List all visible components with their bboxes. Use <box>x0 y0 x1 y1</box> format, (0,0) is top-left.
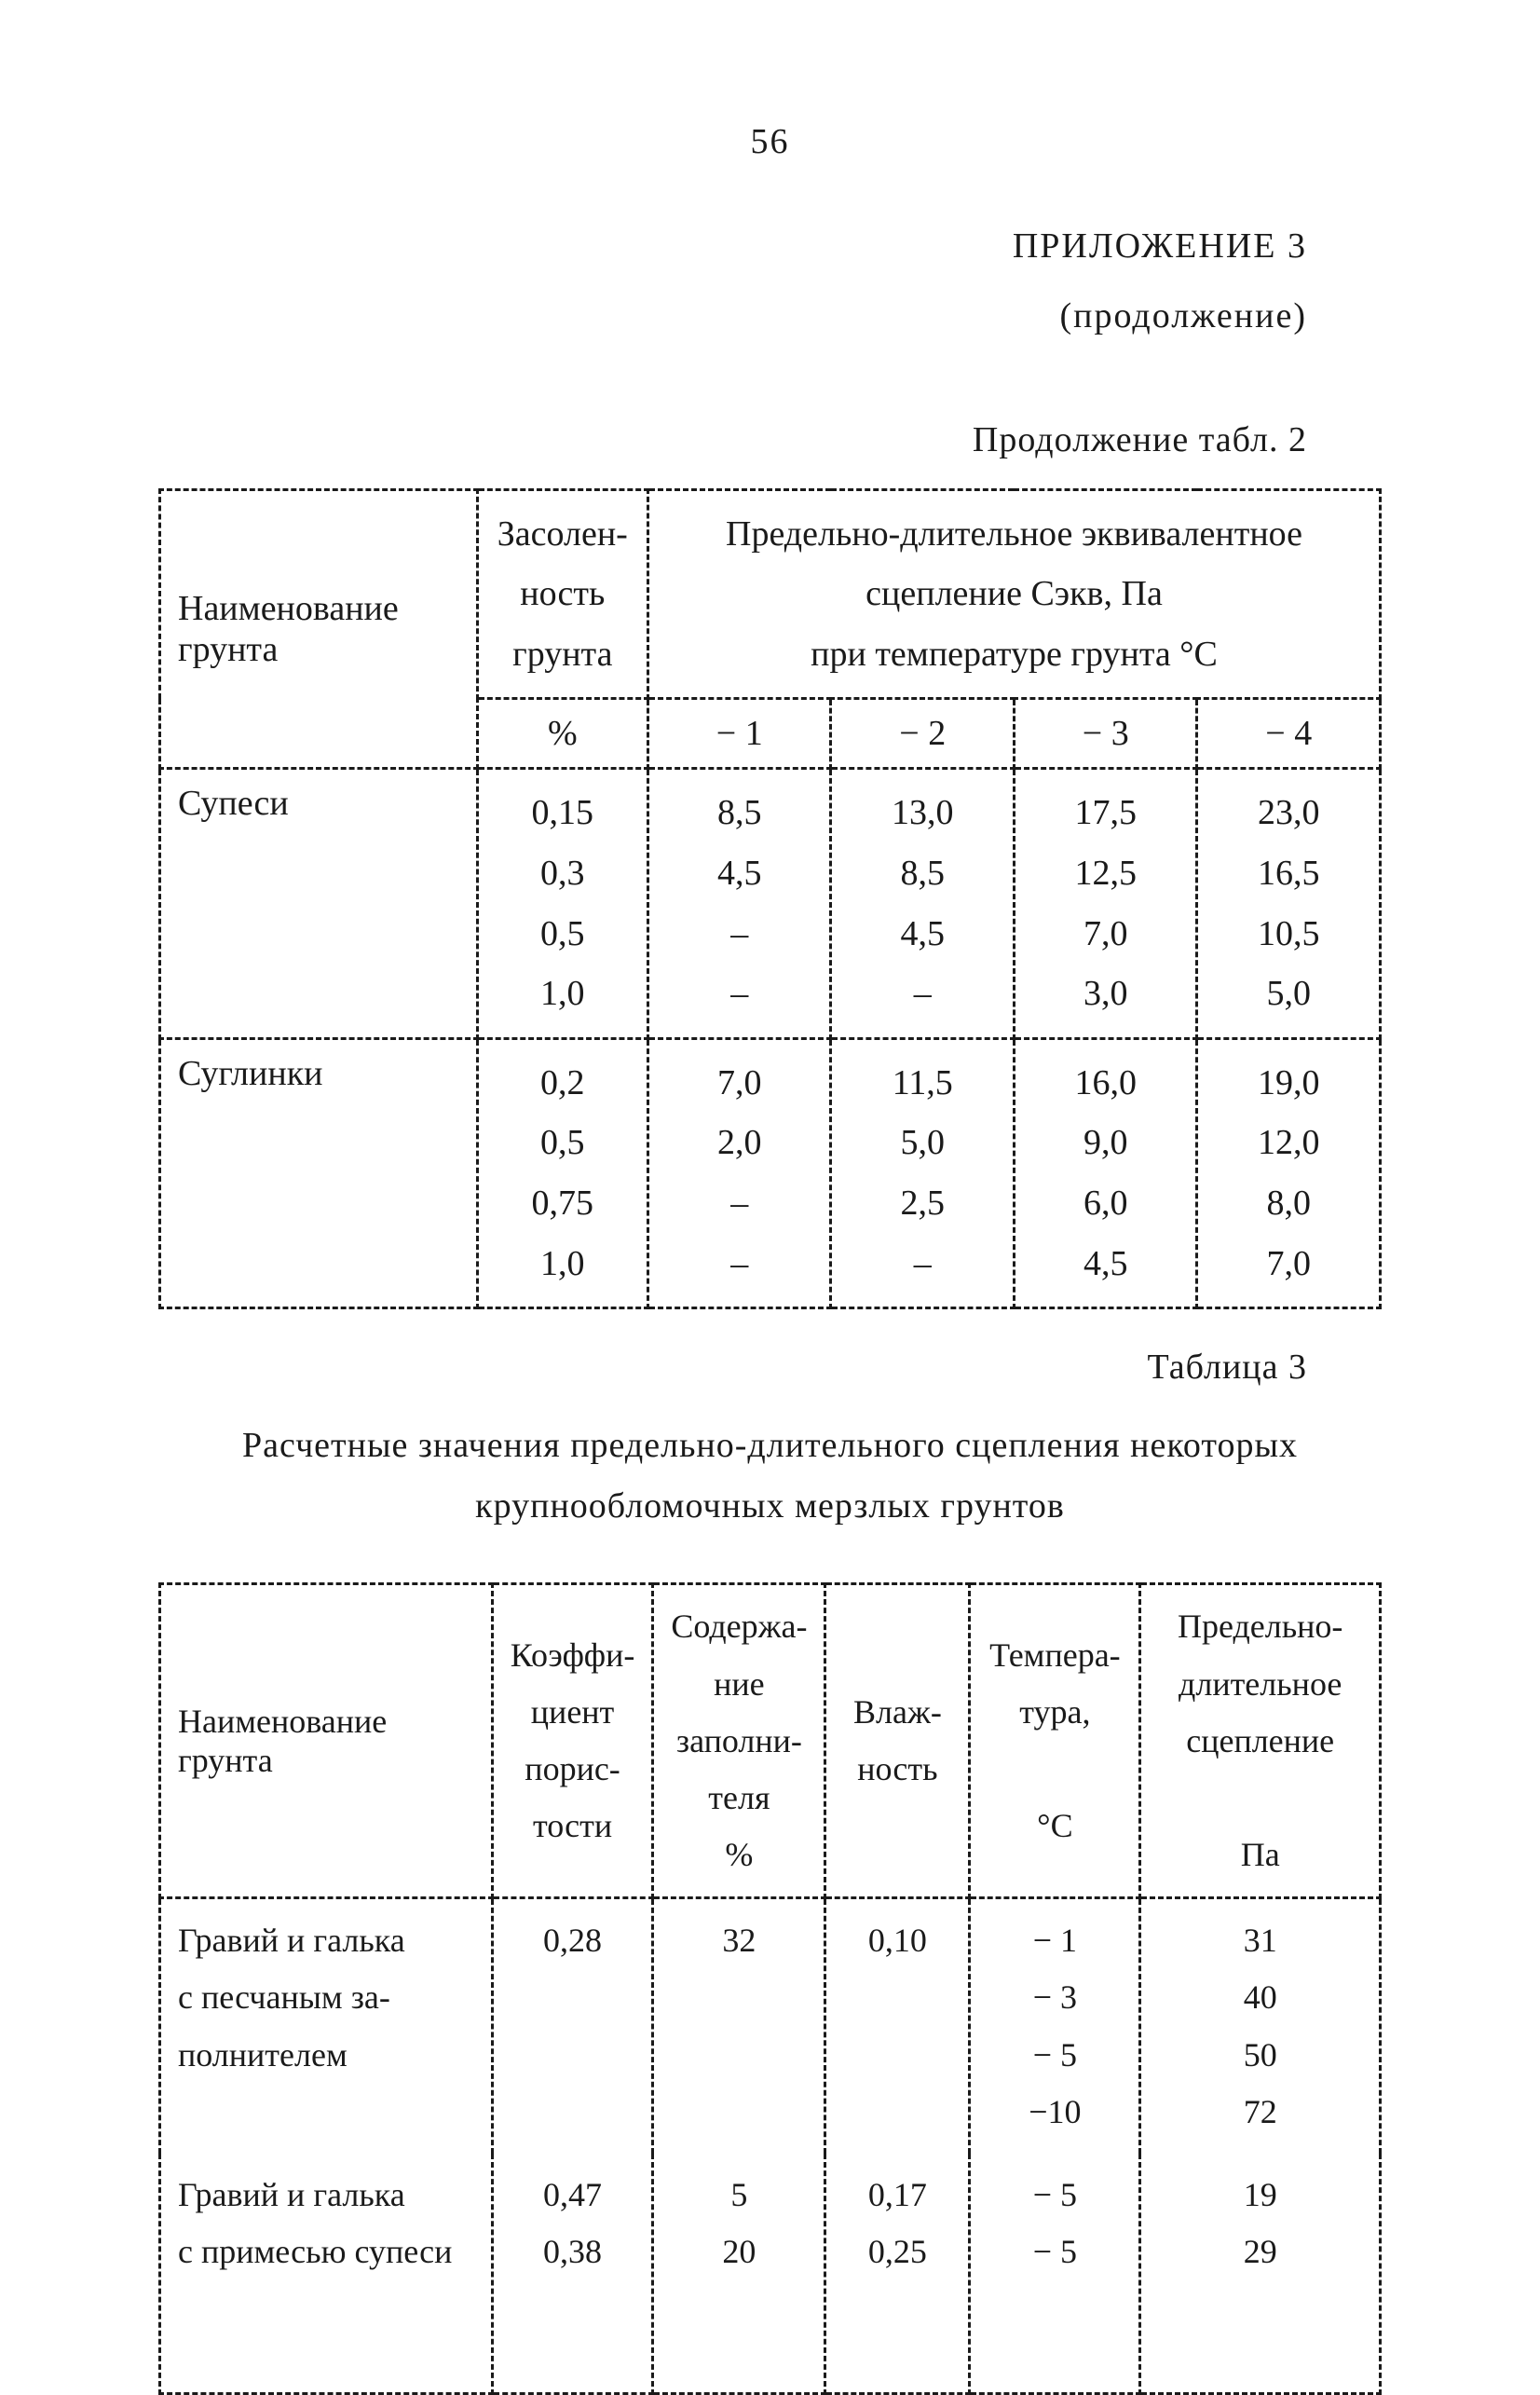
page: 56 ПРИЛОЖЕНИЕ 3 (продолжение) Продолжени… <box>0 0 1540 2201</box>
t2-hdr-t4: − 4 <box>1197 699 1381 769</box>
t3-h1: Наименование грунта <box>160 1584 493 1898</box>
t2-hdr-t2: − 2 <box>831 699 1015 769</box>
t2-r0-c1: 8,5 4,5 – – <box>647 769 831 1038</box>
t3-r1-k: 0,47 0,38 <box>492 2154 653 2394</box>
t3-h6: Предельно- длительное сцепление Па <box>1140 1584 1381 1898</box>
table-row: Суглинки 0,2 0,5 0,75 1,0 7,0 2,0 – – 11… <box>160 1038 1381 1307</box>
t3-r1-fill: 5 20 <box>653 2154 825 2394</box>
t2-r0-c3: 17,5 12,5 7,0 3,0 <box>1014 769 1197 1038</box>
t2-r1-c1: 7,0 2,0 – – <box>647 1038 831 1307</box>
t2-hdr-salt-unit: % <box>477 699 647 769</box>
table-row: Гравий и галька с примесью супеси 0,47 0… <box>160 2154 1381 2394</box>
appendix-line1: ПРИЛОЖЕНИЕ 3 <box>158 218 1307 275</box>
t3-h5: Темпера- тура, °C <box>970 1584 1140 1898</box>
t2-r1-c4: 19,0 12,0 8,0 7,0 <box>1197 1038 1381 1307</box>
page-number: 56 <box>158 121 1382 162</box>
t2-r0-c4: 23,0 16,5 10,5 5,0 <box>1197 769 1381 1038</box>
table2-caption: Продолжение табл. 2 <box>158 419 1307 460</box>
t3-r1-temp: − 5 − 5 <box>970 2154 1140 2394</box>
t2-hdr-t1: − 1 <box>647 699 831 769</box>
t2-r1-c3: 16,0 9,0 6,0 4,5 <box>1014 1038 1197 1307</box>
t3-h3: Содержа- ние заполни- теля % <box>653 1584 825 1898</box>
t2-r1-name: Суглинки <box>160 1038 478 1307</box>
appendix-line2: (продолжение) <box>158 288 1307 345</box>
appendix-heading: ПРИЛОЖЕНИЕ 3 (продолжение) <box>158 218 1307 345</box>
t2-hdr-salt: Засолен- ность грунта <box>477 489 647 699</box>
table-row: Супеси 0,15 0,3 0,5 1,0 8,5 4,5 – – 13,0… <box>160 769 1381 1038</box>
t3-r0-fill: 32 <box>653 1898 825 2154</box>
table3-label: Таблица 3 <box>158 1347 1307 1388</box>
t2-hdr-span: Предельно-длительное эквивалентное сцепл… <box>647 489 1380 699</box>
t2-hdr-t3: − 3 <box>1014 699 1197 769</box>
table2: Наименование грунта Засолен- ность грунт… <box>158 488 1382 1310</box>
t2-r0-salt: 0,15 0,3 0,5 1,0 <box>477 769 647 1038</box>
t2-hdr-name: Наименование грунта <box>160 489 478 769</box>
t3-r0-moist: 0,10 <box>825 1898 970 2154</box>
t2-r0-c2: 13,0 8,5 4,5 – <box>831 769 1015 1038</box>
table3-title: Расчетные значения предельно-длительного… <box>158 1416 1382 1536</box>
t2-r1-c2: 11,5 5,0 2,5 – <box>831 1038 1015 1307</box>
t3-r1-c: 19 29 <box>1140 2154 1381 2394</box>
t3-r0-c: 31 40 50 72 <box>1140 1898 1381 2154</box>
t3-r0-name: Гравий и галька с песчаным за- полнителе… <box>160 1898 493 2154</box>
t3-r1-name: Гравий и галька с примесью супеси <box>160 2154 493 2394</box>
t3-r0-temp: − 1 − 3 − 5 −10 <box>970 1898 1140 2154</box>
t2-r1-salt: 0,2 0,5 0,75 1,0 <box>477 1038 647 1307</box>
table3: Наименование грунта Коэффи- циент порис-… <box>158 1582 1382 2395</box>
table-row: Гравий и галька с песчаным за- полнителе… <box>160 1898 1381 2154</box>
t3-r1-moist: 0,17 0,25 <box>825 2154 970 2394</box>
t3-r0-k: 0,28 <box>492 1898 653 2154</box>
t3-h2: Коэффи- циент порис- тости <box>492 1584 653 1898</box>
t2-r0-name: Супеси <box>160 769 478 1038</box>
t3-h4: Влаж- ность <box>825 1584 970 1898</box>
